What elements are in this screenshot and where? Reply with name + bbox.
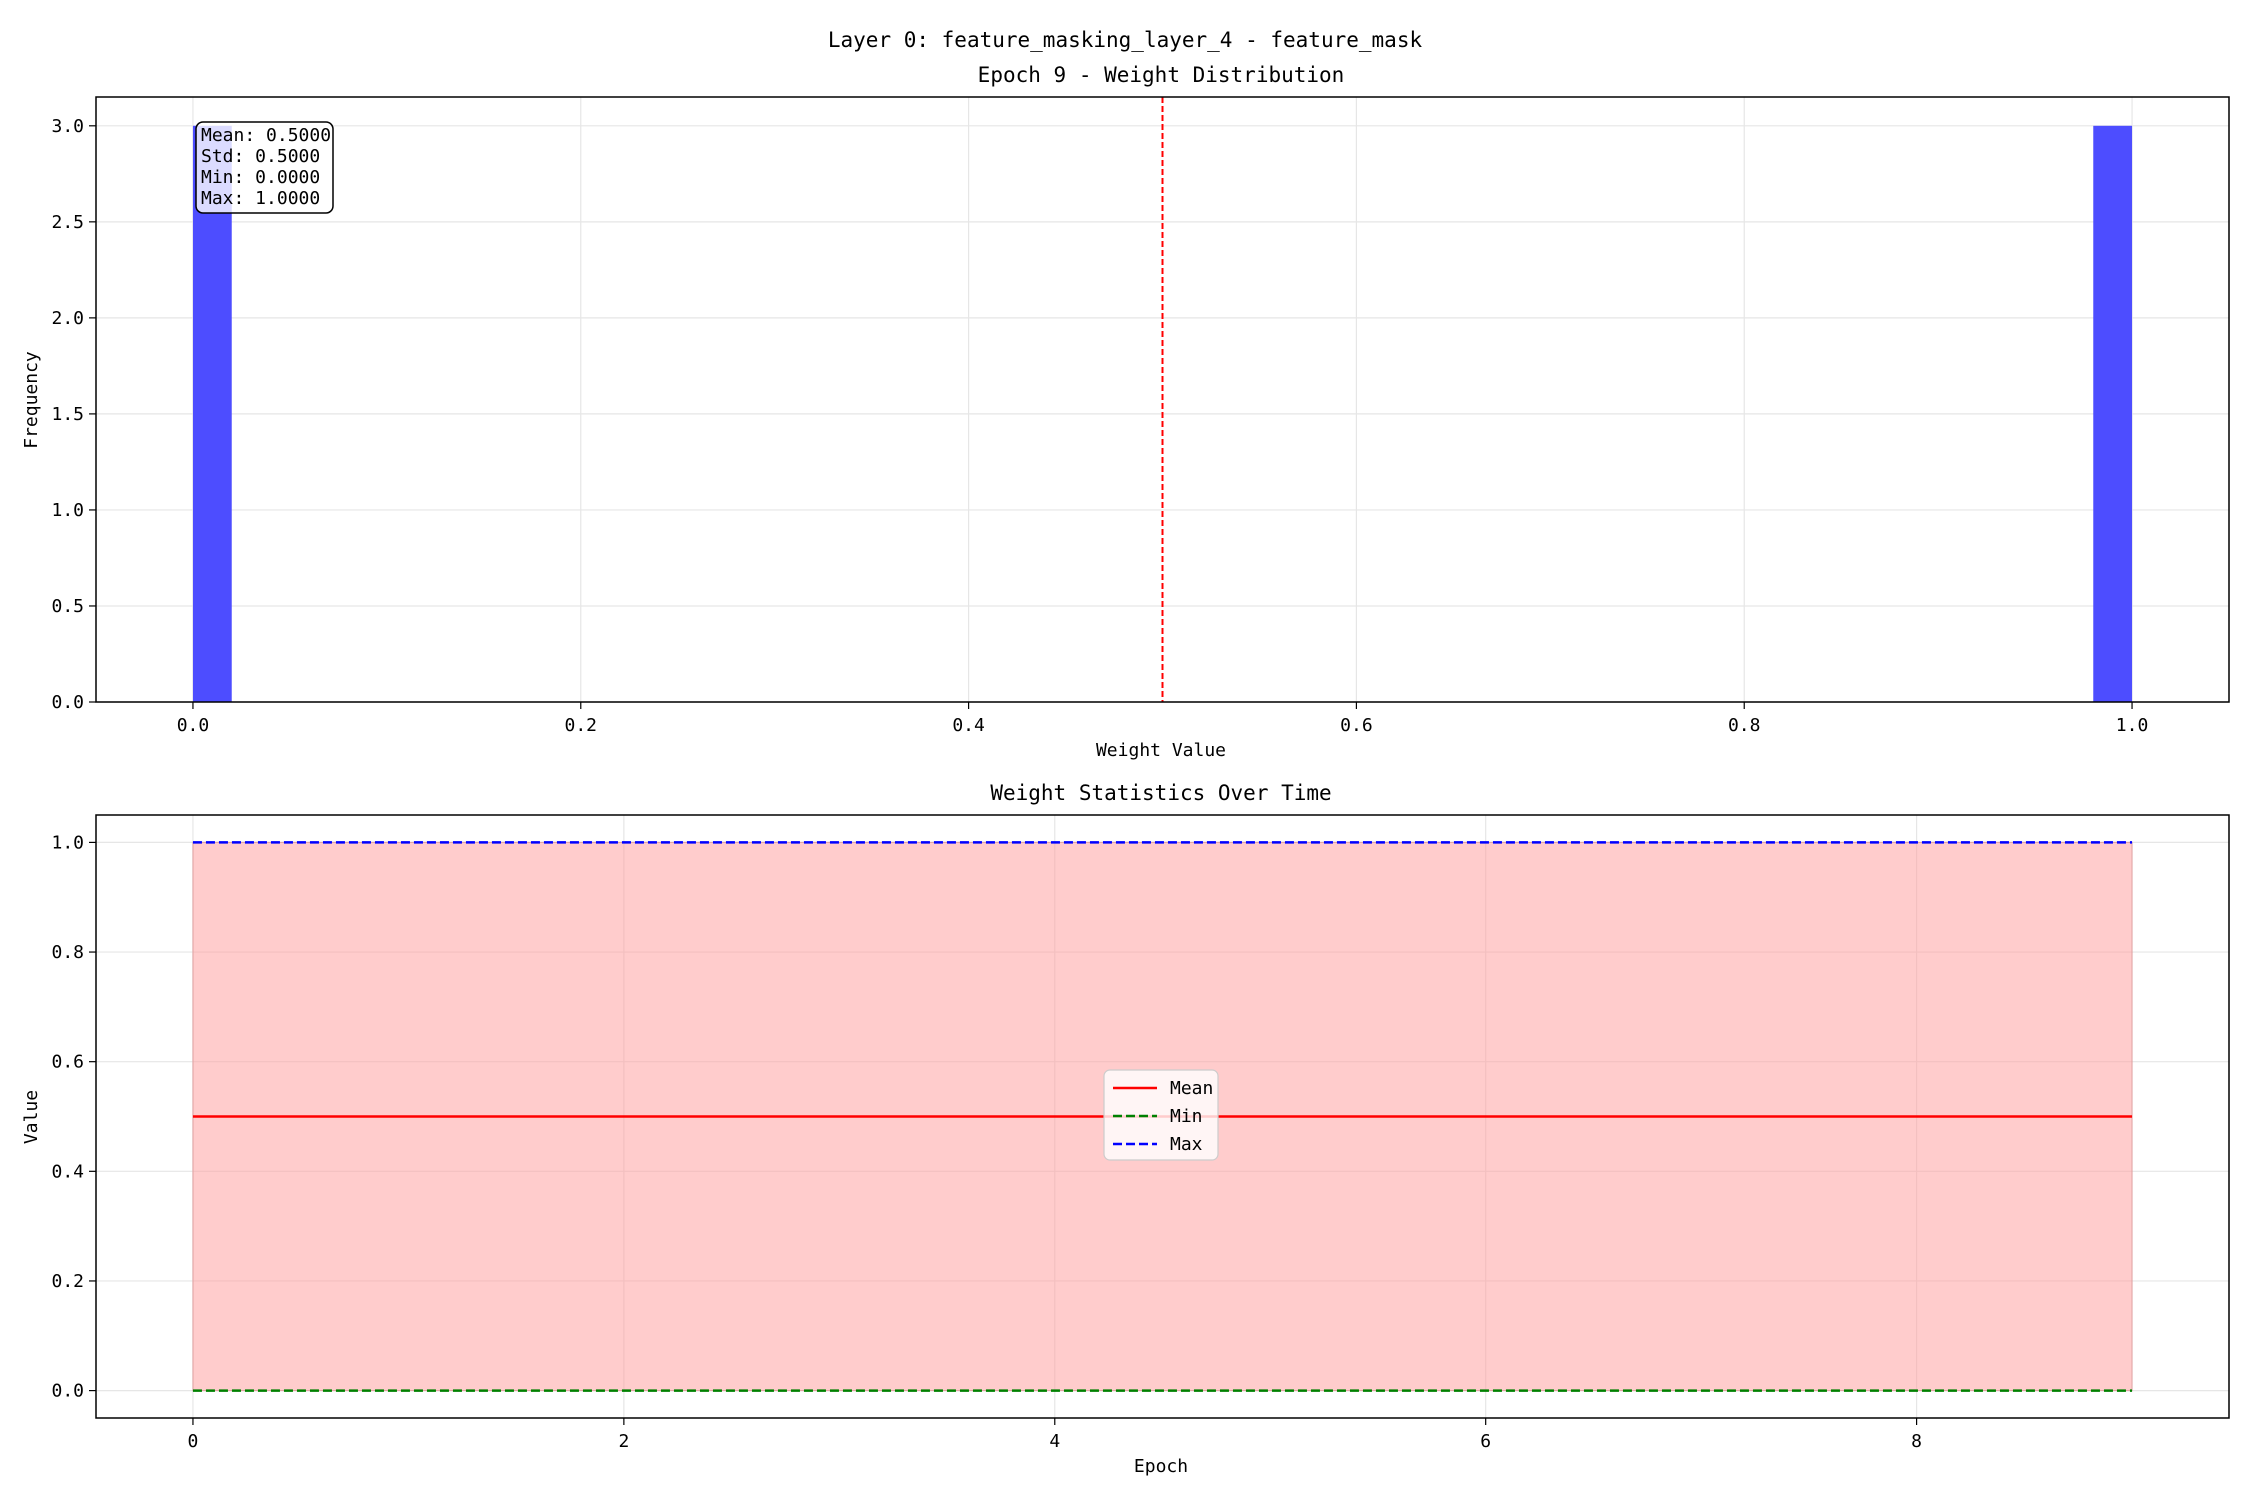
histogram-bars — [192, 125, 2133, 703]
histogram-panel: Epoch 9 - Weight Distribution 0.0 0.2 0.4 0… — [21, 63, 2230, 761]
stats-max: Max: 1.0000 — [201, 188, 320, 209]
histogram-x-tick-label: 0.8 — [1728, 715, 1761, 736]
legend-label-mean: Mean — [1170, 1078, 1213, 1099]
histogram-bar — [192, 125, 232, 703]
histogram-x-tick-label: 0.4 — [952, 715, 985, 736]
stats-x-tick-label: 8 — [1911, 1431, 1922, 1452]
histogram-y-tick-label: 2.5 — [51, 212, 84, 233]
stats-over-time-title: Weight Statistics Over Time — [990, 781, 1331, 805]
histogram-y-tick-label: 0.5 — [51, 596, 84, 617]
histogram-y-axis-label: Frequency — [21, 351, 42, 449]
legend-label-max: Max — [1170, 1134, 1203, 1155]
histogram-title: Epoch 9 - Weight Distribution — [978, 63, 1345, 87]
stats-y-tick-label: 0.8 — [51, 942, 84, 963]
histogram-frame — [95, 96, 2230, 703]
stats-y-tick-label: 0.6 — [51, 1052, 84, 1073]
stats-box: Mean: 0.5000 Std: 0.5000 Min: 0.0000 Max… — [195, 121, 334, 214]
stats-box-frame — [195, 121, 334, 214]
legend: Mean Min Max — [1103, 1069, 1219, 1161]
histogram-y-tick-label: 3.0 — [51, 116, 84, 137]
histogram-x-tick-label: 0.6 — [1340, 715, 1373, 736]
histogram-y-tick-label: 2.0 — [51, 308, 84, 329]
stats-x-tick-label: 6 — [1480, 1431, 1491, 1452]
stats-min: Min: 0.0000 — [201, 167, 320, 188]
stats-x-tick-label: 4 — [1049, 1431, 1060, 1452]
histogram-x-axis-label: Weight Value — [1096, 740, 1226, 761]
histogram-y-tick-label: 0.0 — [51, 692, 84, 713]
stats-over-time-x-axis-label: Epoch — [1134, 1456, 1188, 1477]
stats-over-time-frame — [95, 814, 2230, 1419]
stats-x-tick-label: 0 — [188, 1431, 199, 1452]
stats-over-time-y-ticks: 0.0 0.2 0.4 0.6 0.8 1.0 — [51, 832, 96, 1402]
histogram-x-tick-label: 0.2 — [565, 715, 598, 736]
legend-label-min: Min — [1170, 1106, 1203, 1127]
stats-y-tick-label: 0.0 — [51, 1381, 84, 1402]
histogram-y-ticks: 0.0 0.5 1.0 1.5 2.0 2.5 3.0 — [51, 116, 96, 713]
stats-y-tick-label: 1.0 — [51, 832, 84, 853]
figure-suptitle: Layer 0: feature_masking_layer_4 - featu… — [828, 28, 1423, 52]
histogram-bar — [2093, 125, 2133, 703]
histogram-x-tick-label: 1.0 — [2116, 715, 2149, 736]
histogram-y-tick-label: 1.0 — [51, 500, 84, 521]
histogram-y-tick-label: 1.5 — [51, 404, 84, 425]
stats-y-tick-label: 0.4 — [51, 1161, 84, 1182]
stats-y-tick-label: 0.2 — [51, 1271, 84, 1292]
stats-over-time-x-ticks: 0 2 4 6 8 — [188, 1418, 1922, 1452]
legend-frame — [1103, 1069, 1219, 1161]
histogram-x-ticks: 0.0 0.2 0.4 0.6 0.8 1.0 — [177, 702, 2149, 736]
stats-x-tick-label: 2 — [618, 1431, 629, 1452]
stats-over-time-y-axis-label: Value — [21, 1090, 42, 1144]
stats-over-time-panel: Weight Statistics Over Time 0 2 4 6 8 0.0 0.2… — [21, 781, 2230, 1477]
stats-mean: Mean: 0.5000 — [201, 125, 331, 146]
histogram-x-tick-label: 0.0 — [177, 715, 210, 736]
stats-std: Std: 0.5000 — [201, 146, 320, 167]
